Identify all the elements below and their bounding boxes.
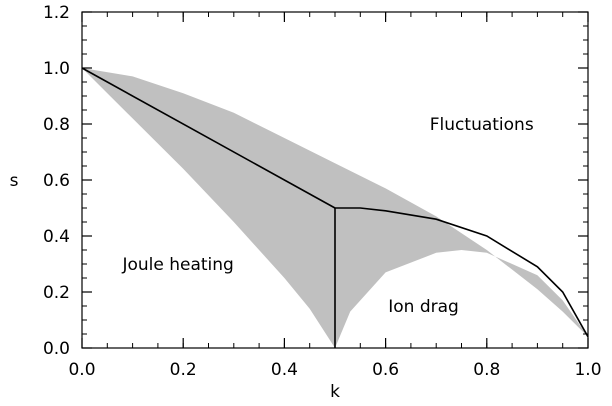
x-tick-label: 0.8 <box>473 360 500 380</box>
x-axis-title: k <box>330 382 340 402</box>
x-tick-label: 0.6 <box>372 360 399 380</box>
axes-layer: 0.0 0.2 0.4 0.6 0.8 1.0 0.0 0.2 0.4 0.6 0.8 1.0 1.2 k… <box>10 3 602 402</box>
y-axis-title: s <box>10 171 19 191</box>
region-label: Ion drag <box>388 297 459 317</box>
y-tick-label: 0.4 <box>43 227 70 247</box>
y-tick-label: 1.2 <box>43 3 70 23</box>
y-tick-label: 0.6 <box>43 171 70 191</box>
y-tick-label: 0.0 <box>43 339 70 359</box>
boundary-line-1 <box>81 67 336 209</box>
x-tick-label: 0.2 <box>170 360 197 380</box>
x-tick-label: 0.4 <box>271 360 298 380</box>
region-label: Joule heating <box>121 255 233 275</box>
y-tick-label: 1.0 <box>43 59 70 79</box>
boundary-lines-layer <box>81 67 589 348</box>
y-tick-label: 0.8 <box>43 115 70 135</box>
annotations-layer: Fluctuations Joule heating Ion drag <box>121 115 533 317</box>
y-tick-label: 0.2 <box>43 283 70 303</box>
region-label: Fluctuations <box>430 115 534 135</box>
x-tick-label: 0.0 <box>68 360 95 380</box>
x-tick-label: 1.0 <box>574 360 601 380</box>
boundary-line-3 <box>335 207 589 338</box>
